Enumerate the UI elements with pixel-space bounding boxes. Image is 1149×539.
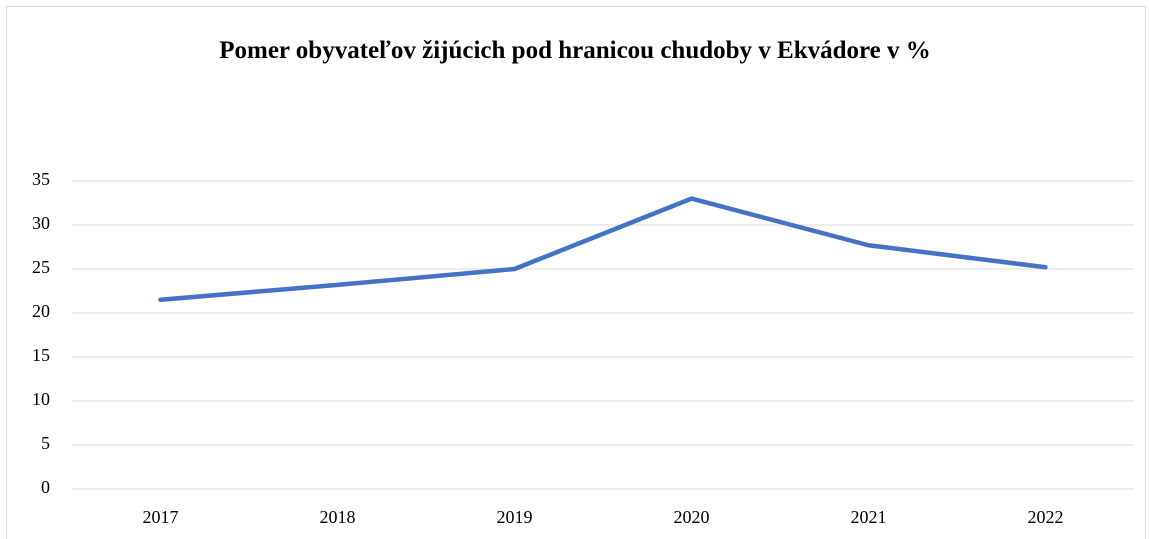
line-series bbox=[158, 196, 1048, 303]
x-tick-label: 2017 bbox=[143, 507, 179, 527]
y-tick-label: 10 bbox=[32, 389, 50, 409]
x-tick-label: 2019 bbox=[497, 507, 533, 527]
y-tick-label: 30 bbox=[32, 213, 50, 233]
x-tick-label: 2022 bbox=[1028, 507, 1064, 527]
y-tick-label: 25 bbox=[32, 257, 50, 277]
y-tick-label: 0 bbox=[41, 477, 50, 497]
x-tick-label: 2018 bbox=[320, 507, 356, 527]
chart-border bbox=[6, 6, 1146, 539]
y-tick-label: 20 bbox=[32, 301, 50, 321]
y-tick-label: 35 bbox=[32, 169, 50, 189]
x-tick-label: 2020 bbox=[674, 507, 710, 527]
y-tick-label: 15 bbox=[32, 345, 50, 365]
chart-title: Pomer obyvateľov žijúcich pod hranicou c… bbox=[219, 37, 931, 64]
x-tick-label: 2021 bbox=[851, 507, 887, 527]
y-tick-label: 5 bbox=[41, 433, 50, 453]
